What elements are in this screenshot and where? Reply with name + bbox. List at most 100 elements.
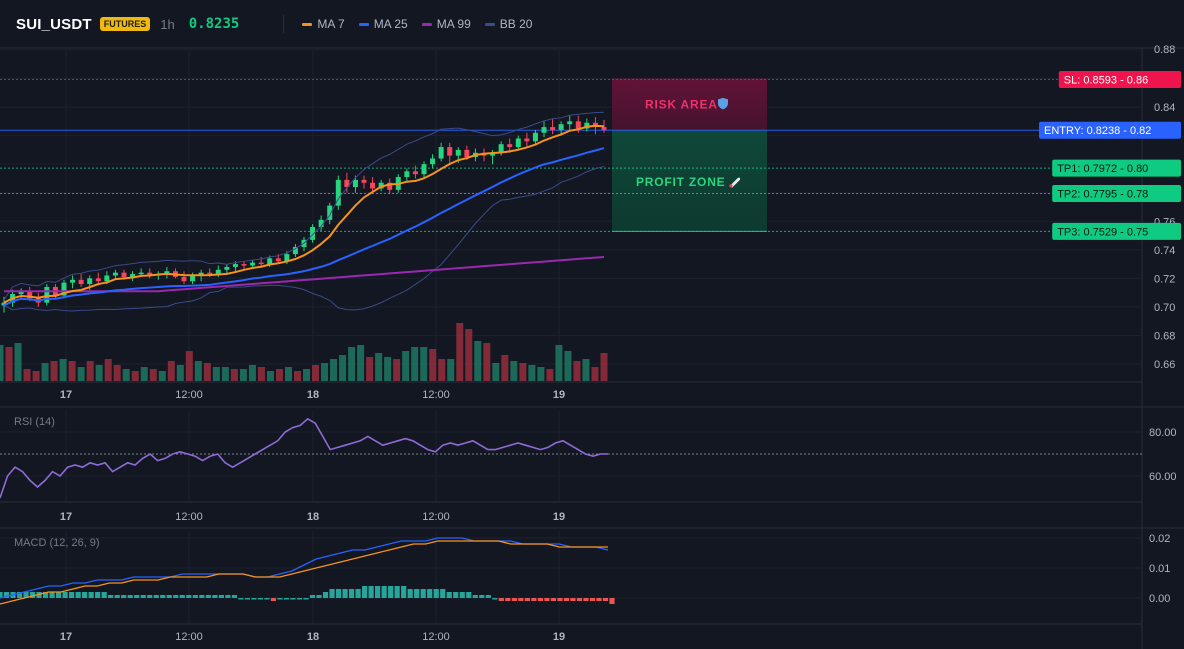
macd-histogram-bar xyxy=(589,598,596,601)
timeframe-label[interactable]: 1h xyxy=(160,16,175,32)
macd-histogram-bar xyxy=(427,589,433,598)
candle-body xyxy=(87,278,93,285)
rsi-tick-label: 60.00 xyxy=(1149,471,1177,483)
macd-tick-label: 0.02 xyxy=(1149,533,1170,545)
volume-bar xyxy=(212,367,220,381)
macd-histogram-bar xyxy=(388,586,394,598)
candle-body xyxy=(464,149,470,158)
candle-body xyxy=(44,286,50,303)
level-tag-tp3 xyxy=(1052,222,1181,240)
candle-body xyxy=(275,258,281,262)
macd-histogram-bar xyxy=(446,592,452,598)
macd-histogram-bar xyxy=(583,598,589,601)
volume-bar xyxy=(564,351,572,381)
futures-badge: FUTURES xyxy=(99,17,151,31)
rsi-time-tick-label: 19 xyxy=(553,511,565,523)
macd-histogram-bar xyxy=(355,589,361,598)
macd-histogram-bar xyxy=(303,598,309,600)
candle-body xyxy=(361,179,367,183)
macd-time-tick-label: 18 xyxy=(307,631,319,643)
candle-body xyxy=(70,279,76,283)
macd-histogram-bar xyxy=(264,598,270,600)
risk-area-zone xyxy=(612,78,767,131)
legend-swatch-ma7 xyxy=(302,22,313,26)
macd-histogram-bar xyxy=(472,595,478,598)
ma25-line xyxy=(3,147,605,307)
volume-bar xyxy=(492,363,500,381)
candle-body xyxy=(232,264,238,267)
price-tick-label: 0.84 xyxy=(1154,102,1175,114)
volume-bar xyxy=(239,369,247,381)
legend-ma99[interactable]: MA 99 xyxy=(421,17,471,31)
time-tick-label: 19 xyxy=(553,389,565,401)
volume-bar xyxy=(402,351,410,381)
legend-swatch-ma25 xyxy=(358,22,369,26)
volume-bar xyxy=(429,349,437,381)
volume-bar xyxy=(167,361,175,381)
candle-body xyxy=(147,272,153,276)
macd-histogram-bar xyxy=(342,589,348,598)
volume-bar xyxy=(546,369,554,381)
volume-bar xyxy=(95,365,103,381)
volume-bar xyxy=(456,323,464,381)
macd-histogram-bar xyxy=(361,586,368,598)
level-tag-sl xyxy=(1058,71,1181,89)
macd-histogram-bar xyxy=(296,598,303,600)
candle-body xyxy=(498,144,504,153)
macd-histogram-bar xyxy=(166,595,172,598)
macd-histogram-bar xyxy=(140,595,146,598)
volume-bar xyxy=(122,369,130,381)
volume-bar xyxy=(14,343,22,381)
symbol-name[interactable]: SUI_USDT xyxy=(16,15,92,33)
candle-body xyxy=(95,278,101,282)
volume-bar xyxy=(0,345,4,381)
ma7-line xyxy=(3,124,605,304)
volume-bar xyxy=(113,365,121,381)
candle-body xyxy=(567,121,573,125)
volume-bar xyxy=(284,367,292,381)
volume-bar xyxy=(221,367,229,381)
macd-histogram-bar xyxy=(251,598,257,600)
candle-body xyxy=(181,276,187,282)
macd-tick-label: 0.01 xyxy=(1149,563,1170,575)
macd-time-tick-label: 19 xyxy=(553,631,565,643)
legend-ma25[interactable]: MA 25 xyxy=(358,17,408,31)
level-tag-label-tp1: TP1: 0.7972 - 0.80 xyxy=(1057,163,1148,175)
macd-histogram-bar xyxy=(401,586,407,598)
profit-zone xyxy=(612,130,767,232)
macd-histogram-bar xyxy=(134,595,140,598)
price-tick-label: 0.74 xyxy=(1154,245,1175,257)
macd-histogram-bar xyxy=(602,598,609,601)
candle-body xyxy=(327,205,333,220)
volume-bar xyxy=(411,347,419,381)
macd-histogram-bar xyxy=(88,592,94,598)
volume-bar xyxy=(312,365,320,381)
candle-body xyxy=(292,246,298,255)
legend-ma7[interactable]: MA 7 xyxy=(302,17,345,31)
macd-histogram-bar xyxy=(290,598,296,600)
macd-histogram-bar xyxy=(498,598,504,601)
candle-body xyxy=(507,144,513,148)
legend-bb20[interactable]: BB 20 xyxy=(484,17,532,31)
macd-histogram-bar xyxy=(82,592,88,598)
candle-body xyxy=(18,291,24,295)
rsi-time-tick-label: 18 xyxy=(307,511,319,523)
price-tick-label: 0.72 xyxy=(1154,273,1175,285)
macd-histogram-bar xyxy=(531,598,537,601)
macd-histogram-bar xyxy=(23,592,29,598)
candle-body xyxy=(250,262,256,266)
risk-area-label: RISK AREA xyxy=(645,97,718,111)
rsi-time-tick-label: 12:00 xyxy=(175,511,203,523)
macd-histogram-bar xyxy=(108,595,114,598)
volume-bar xyxy=(528,365,536,381)
volume-bar xyxy=(131,371,139,381)
macd-histogram-bar xyxy=(49,592,55,598)
macd-histogram-bar xyxy=(479,595,485,598)
legend-swatch-bb20 xyxy=(484,22,495,26)
macd-histogram-bar xyxy=(348,589,355,598)
macd-histogram-bar xyxy=(3,592,10,598)
candle-body xyxy=(455,149,461,156)
candle-body xyxy=(27,291,33,299)
macd-histogram-bar xyxy=(368,586,374,598)
